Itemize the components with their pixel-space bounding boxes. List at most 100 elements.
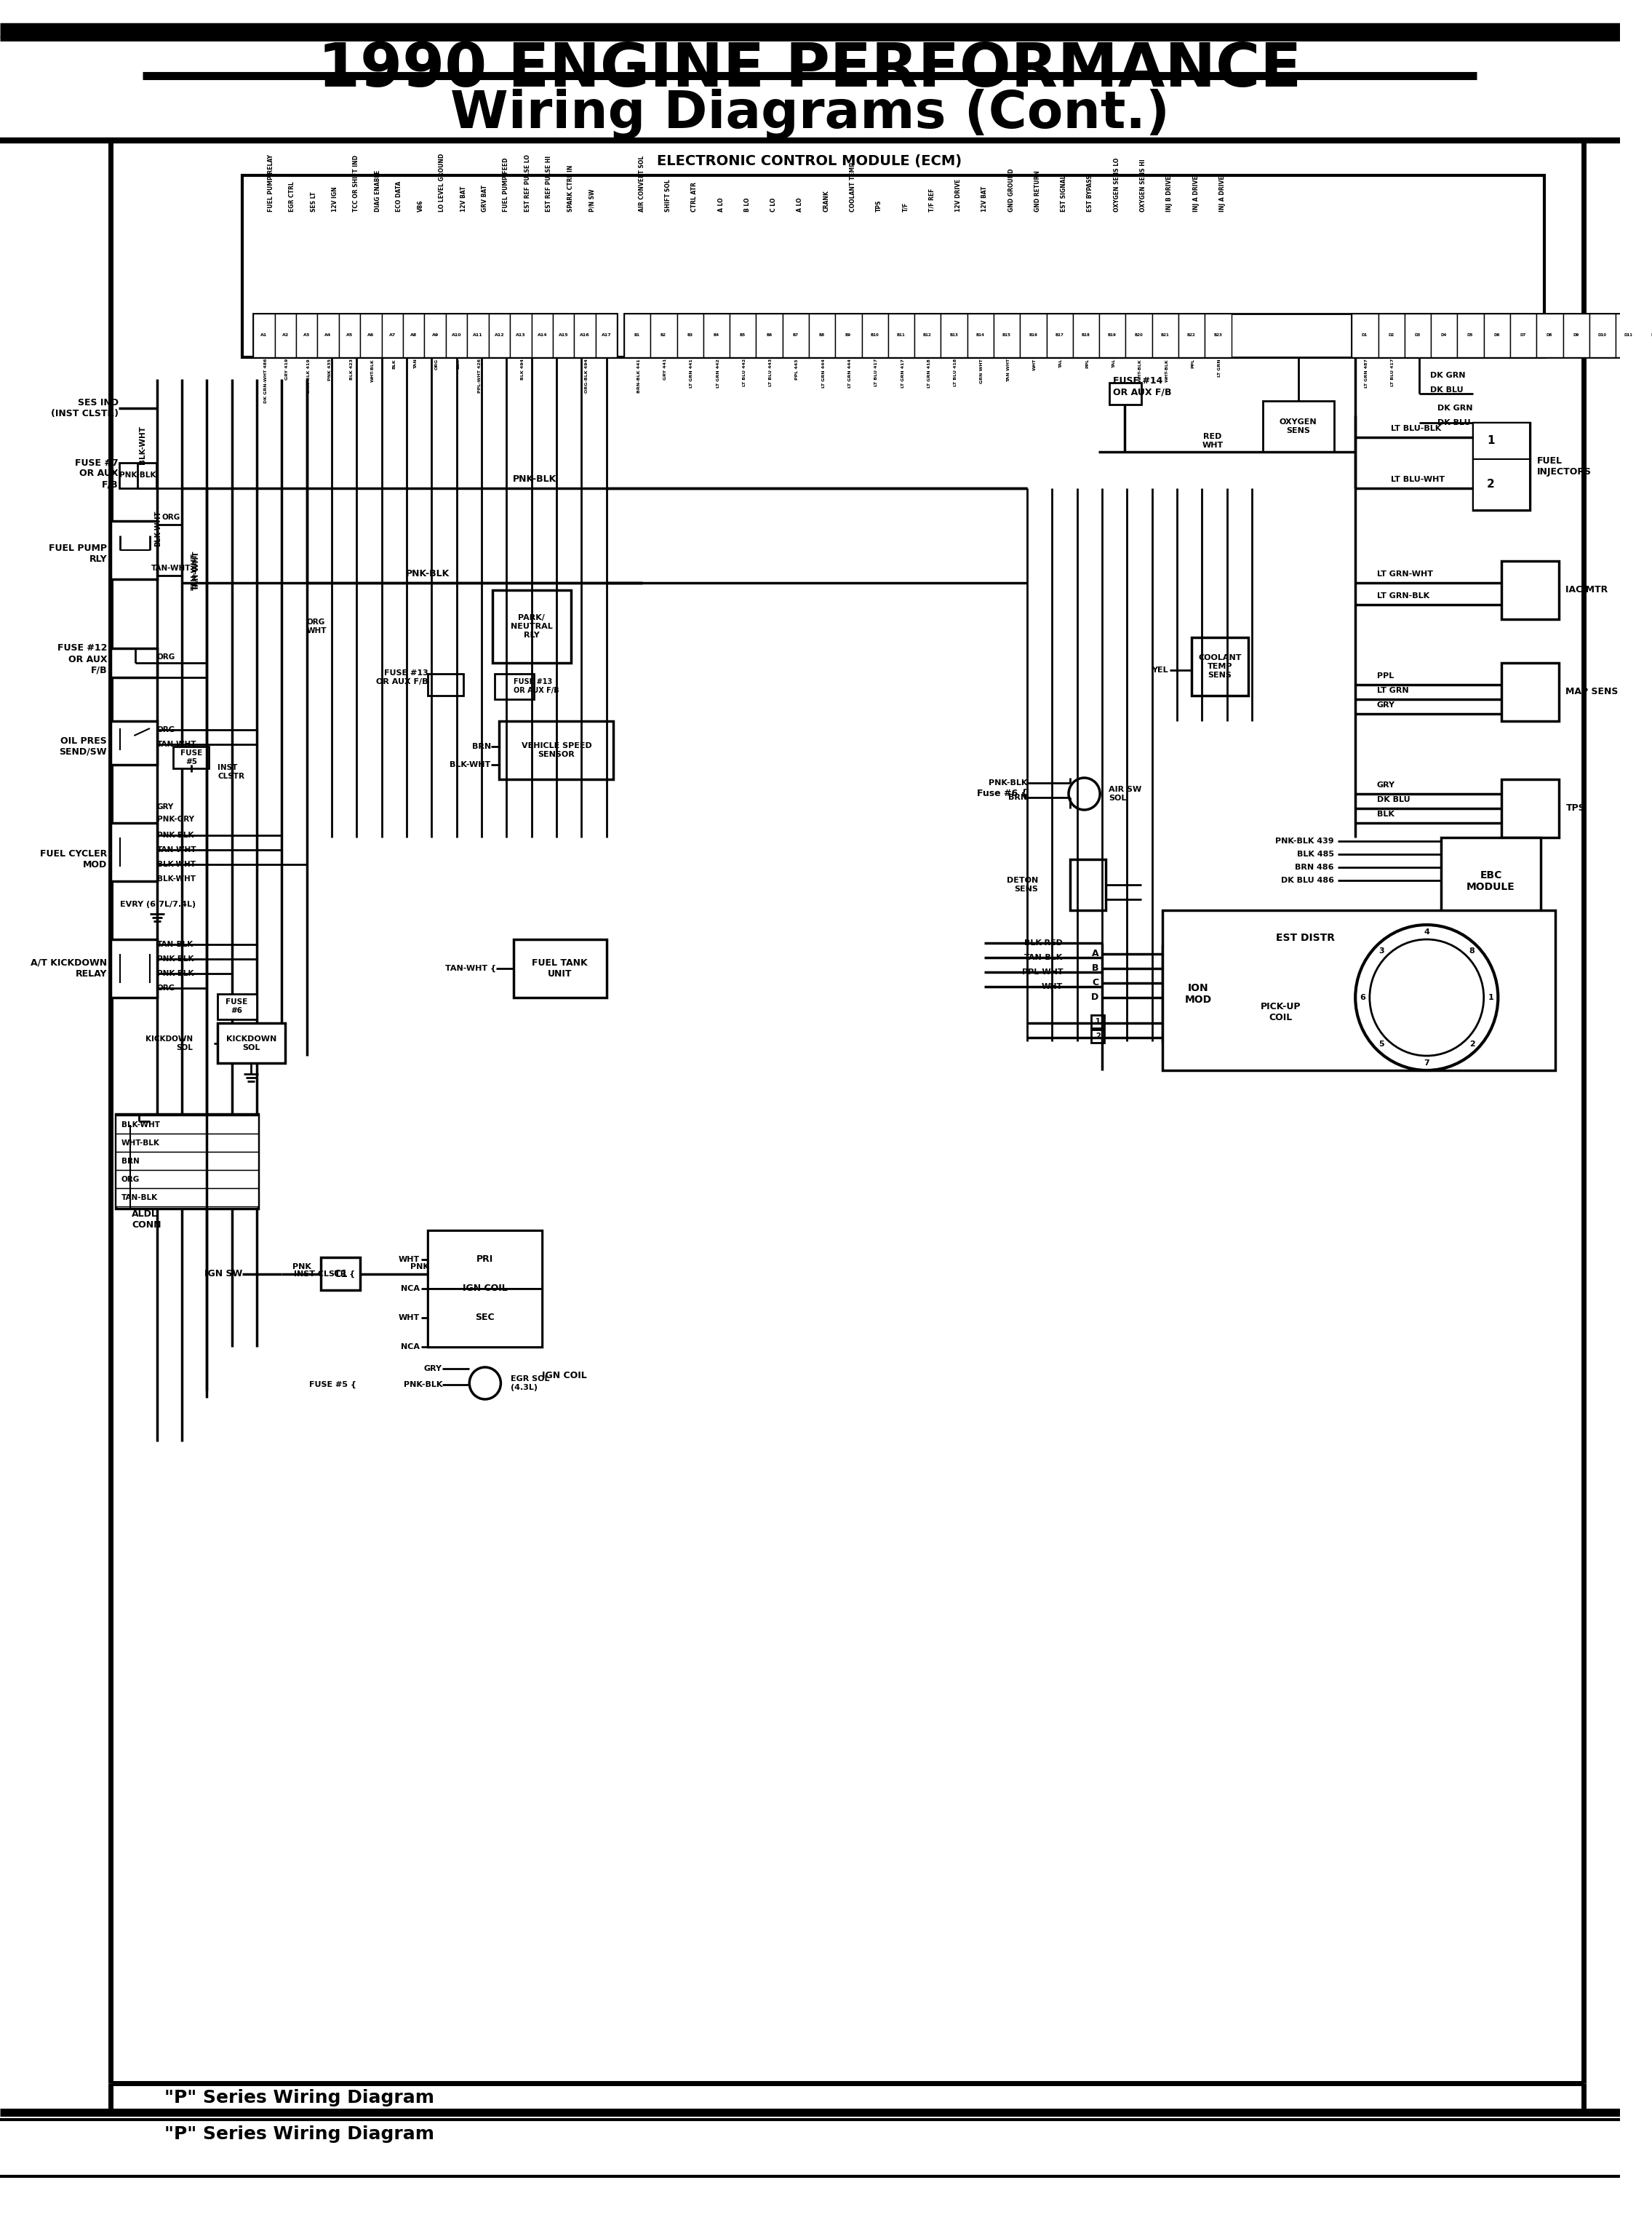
Text: LT GRN 444: LT GRN 444	[847, 360, 852, 388]
Bar	[111, 722, 157, 764]
Bar	[968, 313, 995, 357]
Text: LT GRN 442: LT GRN 442	[717, 360, 720, 388]
Text: GRY 441: GRY 441	[664, 360, 667, 380]
Text: KICKDOWN
SOL: KICKDOWN SOL	[226, 1035, 276, 1052]
Bar	[1510, 313, 1536, 357]
Text: EST BYPASS: EST BYPASS	[1087, 175, 1094, 211]
Text: D6: D6	[1493, 333, 1500, 337]
Bar	[1589, 313, 1616, 357]
Bar	[1092, 1030, 1104, 1043]
Text: EST DISTR: EST DISTR	[1275, 932, 1335, 943]
Text: TAN-BLK: TAN-BLK	[121, 1194, 157, 1201]
Text: B16: B16	[1029, 333, 1037, 337]
Text: ALDL
CONN: ALDL CONN	[132, 1210, 162, 1230]
Text: T/F: T/F	[902, 202, 909, 211]
Text: PNK: PNK	[410, 1263, 430, 1270]
Text: 1: 1	[1095, 1019, 1100, 1026]
Text: A6: A6	[368, 333, 375, 337]
Text: WHT-BLK: WHT-BLK	[1165, 360, 1168, 382]
Text: LT BLU 443: LT BLU 443	[768, 360, 773, 386]
Text: EGR CTRL: EGR CTRL	[289, 182, 296, 211]
Bar	[1125, 313, 1151, 357]
Text: ORG-BLK 494: ORG-BLK 494	[585, 360, 588, 393]
Text: D7: D7	[1520, 333, 1526, 337]
Text: TAH-WHT: TAH-WHT	[193, 551, 200, 591]
Text: YEL: YEL	[1151, 666, 1168, 675]
Bar	[1351, 313, 1378, 357]
Circle shape	[1355, 926, 1498, 1070]
Text: INST CLSTR {: INST CLSTR {	[294, 1270, 355, 1279]
Text: GRY: GRY	[1376, 781, 1394, 788]
Text: D10: D10	[1597, 333, 1606, 337]
Text: D11: D11	[1624, 333, 1632, 337]
Text: LT GRN: LT GRN	[1376, 686, 1409, 695]
Text: 1: 1	[1488, 995, 1493, 1001]
Text: GRY: GRY	[157, 804, 173, 810]
Text: AIR SW
SOL: AIR SW SOL	[1108, 786, 1142, 801]
Text: A12: A12	[494, 333, 504, 337]
Bar	[425, 313, 446, 357]
Text: LT GRN: LT GRN	[1218, 360, 1221, 377]
Text: FUSE #13
OR AUX F/B: FUSE #13 OR AUX F/B	[377, 670, 428, 686]
Text: BRN: BRN	[121, 1157, 139, 1166]
Text: LT BLU 418: LT BLU 418	[953, 360, 958, 386]
Text: FUSE #13
OR AUX F/B: FUSE #13 OR AUX F/B	[514, 679, 558, 695]
Text: Fuse #6 {: Fuse #6 {	[976, 788, 1028, 799]
Text: LO LEVEL GROUND: LO LEVEL GROUND	[439, 153, 446, 211]
Text: SPARK CTRL IN: SPARK CTRL IN	[567, 164, 573, 211]
Text: B9: B9	[846, 333, 851, 337]
Bar	[1204, 313, 1231, 357]
Text: FUEL PUMP RELAY: FUEL PUMP RELAY	[268, 155, 274, 211]
Bar	[1563, 313, 1589, 357]
Bar	[624, 313, 1523, 357]
Bar	[1351, 313, 1652, 357]
Text: DK GRN: DK GRN	[1437, 404, 1472, 413]
Bar	[1151, 313, 1178, 357]
Text: BRN: BRN	[1008, 795, 1028, 801]
Text: PNK-BLK: PNK-BLK	[403, 1381, 443, 1388]
Text: PNK-BLK: PNK-BLK	[514, 475, 557, 484]
Text: DETON
SENS: DETON SENS	[1006, 877, 1037, 892]
Text: DK GRN-WHT 486: DK GRN-WHT 486	[264, 360, 268, 404]
Bar	[173, 746, 210, 768]
Text: A7: A7	[388, 333, 396, 337]
Text: C: C	[1092, 979, 1099, 988]
Bar	[1457, 313, 1483, 357]
Bar	[704, 313, 730, 357]
Text: PNK-BLK: PNK-BLK	[157, 970, 193, 977]
Text: B: B	[1092, 963, 1099, 972]
Bar	[274, 313, 296, 357]
Text: A9: A9	[431, 333, 438, 337]
Bar	[1474, 460, 1530, 511]
Bar	[1108, 382, 1142, 404]
Text: BRN-BLK 419: BRN-BLK 419	[307, 360, 311, 393]
Bar	[111, 522, 157, 579]
Circle shape	[1069, 777, 1100, 810]
Bar	[116, 1152, 258, 1170]
Bar	[1092, 1015, 1104, 1028]
Text: WHT-BLK: WHT-BLK	[372, 360, 375, 382]
Text: 1: 1	[1487, 435, 1495, 446]
Text: DK GRN: DK GRN	[1431, 371, 1465, 380]
Text: LT GRN 487: LT GRN 487	[1365, 360, 1368, 388]
Text: 7: 7	[1424, 1059, 1429, 1066]
Text: ORG: ORG	[162, 513, 180, 522]
Text: A14: A14	[537, 333, 547, 337]
Bar	[1099, 313, 1125, 357]
Text: D9: D9	[1573, 333, 1579, 337]
Text: TPS: TPS	[1566, 804, 1586, 813]
Text: BLK: BLK	[392, 360, 396, 369]
Text: TAN: TAN	[413, 360, 418, 369]
Text: PPL-WHT 426: PPL-WHT 426	[477, 360, 482, 393]
Bar	[553, 313, 575, 357]
Text: 2: 2	[1487, 480, 1495, 491]
Text: EBC
MODULE: EBC MODULE	[1467, 870, 1515, 892]
Text: FUEL TANK
UNIT: FUEL TANK UNIT	[532, 959, 588, 979]
Text: WHT: WHT	[1032, 360, 1036, 371]
Text: AIR CONVERT SOL: AIR CONVERT SOL	[638, 155, 644, 211]
Bar	[651, 313, 677, 357]
Bar	[1070, 859, 1105, 910]
Text: FUEL PUMP FEED: FUEL PUMP FEED	[502, 158, 509, 211]
Text: PNK-BLK: PNK-BLK	[988, 779, 1028, 786]
Text: GRN WHT: GRN WHT	[980, 360, 985, 384]
